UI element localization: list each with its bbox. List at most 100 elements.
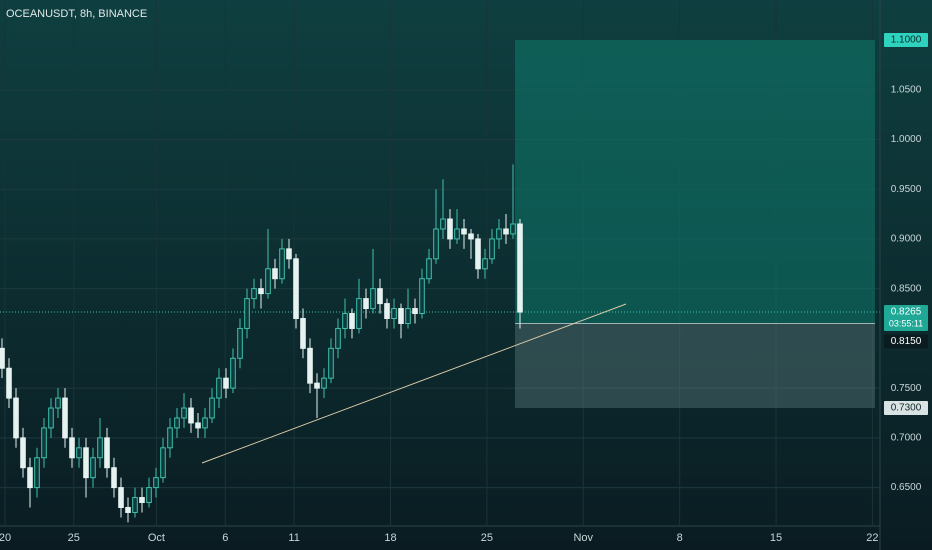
candle-body xyxy=(20,437,26,469)
candle-body xyxy=(69,437,75,459)
candle-body xyxy=(433,228,439,260)
candle-body xyxy=(13,397,19,439)
x-tick-label: 20 xyxy=(0,532,11,544)
y-tick-label: 0.7500 xyxy=(891,383,922,394)
y-tick-label: 0.7000 xyxy=(891,433,922,444)
candle-body xyxy=(237,327,243,359)
candle-body xyxy=(342,313,348,329)
candle-body xyxy=(370,288,376,310)
candle-body xyxy=(363,298,369,310)
candle-body xyxy=(300,318,306,349)
candle-body xyxy=(34,457,40,489)
x-tick-label: 18 xyxy=(384,532,396,544)
chart-title: OCEANUSDT, 8h, BINANCE xyxy=(6,8,147,20)
x-tick-label: Nov xyxy=(573,532,593,544)
candle-body xyxy=(153,477,159,489)
y-tick-label: 1.0500 xyxy=(891,84,922,95)
x-tick-label: 25 xyxy=(68,532,80,544)
candle-body xyxy=(321,377,327,389)
candle-body xyxy=(139,497,145,504)
candle-body xyxy=(314,382,320,389)
trend-line xyxy=(201,303,627,464)
target-label-bg xyxy=(884,32,928,47)
y-tick-label: 0.6500 xyxy=(891,482,922,493)
candle-body xyxy=(48,407,54,429)
candle-body xyxy=(188,407,194,424)
candle-body xyxy=(265,268,271,295)
candle-body xyxy=(209,397,215,419)
last-price-bg xyxy=(884,305,928,332)
candle-body xyxy=(496,228,502,240)
candle-body xyxy=(0,347,5,369)
entry-label-bg xyxy=(884,334,928,349)
y-tick-label: 0.8500 xyxy=(891,283,922,294)
candle-body xyxy=(377,288,383,305)
candle-body xyxy=(167,427,173,449)
candle-body xyxy=(503,228,509,235)
candle-body xyxy=(279,248,285,280)
candle-body xyxy=(475,238,481,270)
candle-body xyxy=(76,447,82,459)
candle-body xyxy=(90,457,96,479)
candle-body xyxy=(118,487,124,508)
candle-body xyxy=(391,308,397,320)
candle-body xyxy=(293,258,299,320)
candle-body xyxy=(419,278,425,315)
countdown-label: 03:55:11 xyxy=(889,318,923,328)
candle-body xyxy=(216,377,222,399)
last-price-label: 0.8265 xyxy=(891,307,922,318)
y-tick-label: 0.9500 xyxy=(891,184,922,195)
candle-body xyxy=(405,308,411,324)
candle-body xyxy=(202,417,208,429)
stop-label-bg xyxy=(884,401,928,416)
candle-body xyxy=(510,223,516,235)
candle-body xyxy=(517,223,523,313)
candle-body xyxy=(244,298,250,329)
candle-body xyxy=(160,447,166,479)
candle-body xyxy=(482,258,488,270)
y-tick-label: 0.9000 xyxy=(891,234,922,245)
entry-label: 0.8150 xyxy=(891,336,922,347)
x-tick-label: Oct xyxy=(148,532,165,544)
candle-body xyxy=(55,397,61,409)
candle-body xyxy=(307,347,313,384)
candle-body xyxy=(356,298,362,329)
candle-body xyxy=(251,288,257,300)
candle-body xyxy=(440,218,446,230)
candle-body xyxy=(412,308,418,315)
candle-body xyxy=(41,427,47,459)
loss-zone xyxy=(515,323,875,409)
candle-body xyxy=(6,367,12,399)
x-tick-label: 6 xyxy=(222,532,228,544)
candle-body xyxy=(286,248,292,260)
candle-body xyxy=(349,313,355,329)
candle-body xyxy=(223,377,229,389)
candle-body xyxy=(146,487,152,504)
candle-body xyxy=(335,327,341,349)
x-tick-label: 15 xyxy=(770,532,782,544)
candle-body xyxy=(181,407,187,419)
candle-body xyxy=(461,228,467,235)
candle-body xyxy=(104,437,110,469)
x-tick-label: 8 xyxy=(677,532,683,544)
candle-body xyxy=(468,233,474,240)
candle-body xyxy=(258,288,264,295)
candle-body xyxy=(230,357,236,389)
candle-body xyxy=(97,437,103,459)
candle-body xyxy=(384,303,390,320)
x-tick-label: 25 xyxy=(481,532,493,544)
candle-body xyxy=(62,397,68,439)
candle-body xyxy=(426,258,432,280)
candle-body xyxy=(174,417,180,429)
candle-body xyxy=(454,228,460,240)
stop-label: 0.7300 xyxy=(891,403,922,414)
x-tick-label: 11 xyxy=(288,532,299,544)
candle-body xyxy=(398,308,404,324)
candle-body xyxy=(125,506,131,513)
candle-body xyxy=(489,238,495,260)
candle-body xyxy=(272,268,278,280)
candle-body xyxy=(132,497,138,513)
target-label: 1.1000 xyxy=(891,35,922,46)
candle-body xyxy=(111,467,117,489)
